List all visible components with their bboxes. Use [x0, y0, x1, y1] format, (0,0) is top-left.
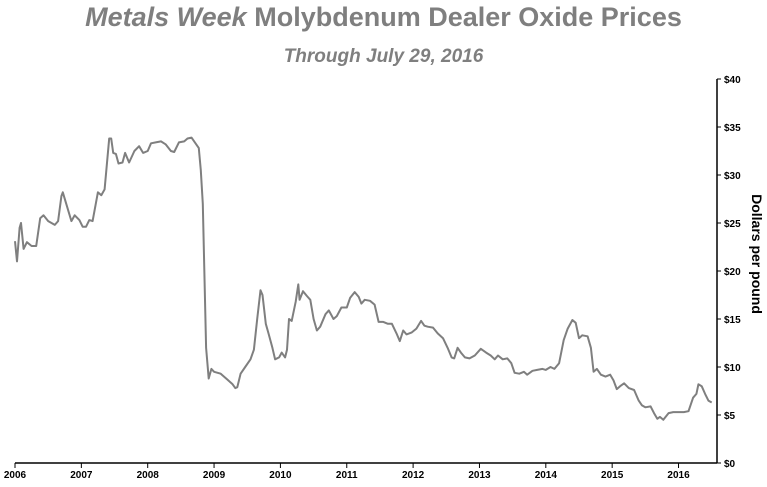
- x-tick-label: 2014: [535, 470, 558, 481]
- y-tick-label: $20: [724, 267, 741, 278]
- y-tick-label: $15: [724, 315, 741, 326]
- x-tick-label: 2007: [70, 470, 93, 481]
- x-tick-label: 2006: [4, 470, 27, 481]
- axes: 2006 2007 2008 2009 2010 2011 2012 2013 2014 2015…: [4, 75, 741, 481]
- chart-title-rest: Molybdenum Dealer Oxide Prices: [246, 2, 682, 32]
- x-tick-label: 2011: [336, 470, 358, 481]
- y-tick-label: $5: [724, 411, 736, 422]
- y-tick-label: $0: [724, 459, 736, 470]
- y-tick-label: $40: [724, 75, 741, 86]
- y-tick-label: $25: [724, 219, 741, 230]
- x-tick-label: 2016: [667, 470, 690, 481]
- chart-title-italic: Metals Week: [85, 2, 247, 32]
- chart-title: Metals Week Molybdenum Dealer Oxide Pric…: [0, 2, 767, 33]
- x-tick-label: 2009: [203, 470, 226, 481]
- chart-subtitle: Through July 29, 2016: [283, 46, 484, 67]
- y-axis-label: Dollars per pound: [749, 194, 765, 314]
- x-tick-label: 2012: [402, 470, 425, 481]
- y-tick-label: $30: [724, 171, 741, 182]
- x-tick-label: 2013: [468, 470, 491, 481]
- x-tick-label: 2008: [137, 470, 160, 481]
- x-tick-label: 2015: [601, 470, 624, 481]
- y-tick-label: $10: [724, 363, 741, 374]
- y-tick-label: $35: [724, 123, 741, 134]
- x-tick-label: 2010: [269, 470, 292, 481]
- price-line: [14, 136, 713, 421]
